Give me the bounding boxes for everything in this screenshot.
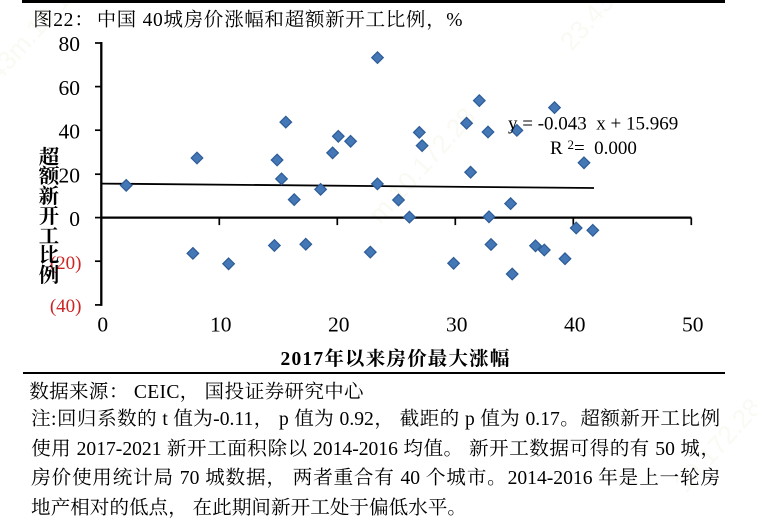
svg-text:30: 30 bbox=[446, 313, 468, 337]
svg-text:y = -0.043 x + 15.969: y = -0.043 x + 15.969 bbox=[508, 114, 678, 135]
svg-text:20: 20 bbox=[59, 163, 81, 187]
svg-text:0: 0 bbox=[97, 313, 108, 337]
svg-text:R 2= 0.000: R 2= 0.000 bbox=[550, 137, 637, 159]
svg-text:80: 80 bbox=[59, 32, 81, 56]
svg-text:40: 40 bbox=[59, 119, 81, 143]
svg-text:20: 20 bbox=[328, 313, 350, 337]
svg-text:10: 10 bbox=[210, 313, 232, 337]
svg-text:(40): (40) bbox=[50, 296, 82, 317]
svg-text:0: 0 bbox=[69, 207, 80, 231]
svg-text:40: 40 bbox=[564, 313, 586, 337]
svg-text:(20): (20) bbox=[50, 253, 82, 274]
svg-text:60: 60 bbox=[59, 76, 81, 100]
svg-text:50: 50 bbox=[682, 313, 704, 337]
